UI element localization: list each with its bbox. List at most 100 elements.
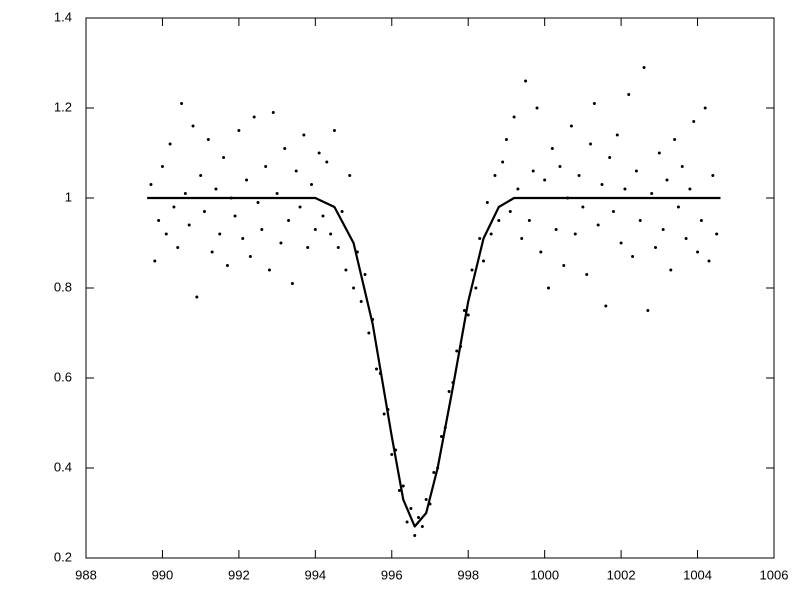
data-point bbox=[218, 232, 222, 236]
data-point bbox=[646, 309, 650, 312]
data-point bbox=[413, 534, 417, 537]
data-point bbox=[336, 246, 340, 249]
data-point bbox=[577, 174, 581, 177]
data-point bbox=[164, 232, 168, 236]
y-tick-label: 1 bbox=[65, 189, 72, 204]
data-point bbox=[237, 129, 241, 132]
y-tick-label: 0.6 bbox=[54, 369, 72, 384]
data-point bbox=[703, 106, 707, 110]
data-point bbox=[673, 138, 677, 141]
data-point bbox=[417, 516, 421, 519]
data-point bbox=[405, 520, 409, 524]
data-point bbox=[650, 192, 654, 195]
data-point bbox=[252, 115, 256, 119]
data-point bbox=[592, 102, 596, 105]
data-point bbox=[711, 174, 715, 177]
data-point bbox=[264, 165, 268, 168]
data-point bbox=[348, 174, 352, 177]
data-point bbox=[669, 268, 673, 272]
data-point bbox=[676, 205, 680, 209]
data-point bbox=[439, 435, 443, 438]
data-point bbox=[260, 228, 264, 231]
data-point bbox=[520, 237, 524, 240]
data-point bbox=[604, 304, 608, 308]
data-point bbox=[654, 246, 658, 249]
data-point bbox=[432, 471, 436, 474]
data-point bbox=[501, 160, 505, 164]
data-point bbox=[359, 300, 363, 303]
data-point bbox=[589, 142, 593, 146]
data-point bbox=[573, 232, 577, 236]
data-point bbox=[546, 286, 550, 290]
data-point bbox=[233, 214, 237, 218]
x-tick-label: 988 bbox=[75, 567, 97, 582]
data-point bbox=[195, 295, 199, 299]
data-point bbox=[696, 250, 700, 254]
data-point bbox=[267, 268, 271, 272]
y-tick-label: 1.2 bbox=[54, 99, 72, 114]
data-point bbox=[470, 268, 474, 272]
data-point bbox=[241, 237, 245, 240]
data-point bbox=[497, 219, 501, 222]
data-point bbox=[306, 246, 310, 249]
data-point bbox=[462, 309, 466, 312]
data-point bbox=[424, 498, 428, 501]
data-point bbox=[665, 178, 669, 182]
x-tick-label: 990 bbox=[152, 567, 174, 582]
y-tick-label: 0.8 bbox=[54, 279, 72, 294]
x-tick-label: 1000 bbox=[530, 567, 559, 582]
data-point bbox=[550, 147, 554, 150]
fit-curve bbox=[147, 196, 721, 528]
data-point bbox=[172, 205, 176, 209]
data-point bbox=[504, 138, 508, 141]
data-point bbox=[382, 412, 386, 416]
data-point bbox=[275, 192, 279, 195]
data-point bbox=[699, 219, 703, 222]
data-point bbox=[474, 286, 478, 290]
x-tick-label: 1006 bbox=[760, 567, 789, 582]
data-point bbox=[153, 259, 157, 263]
data-point bbox=[187, 223, 191, 227]
data-point bbox=[352, 286, 356, 290]
data-point bbox=[447, 390, 451, 393]
data-point bbox=[176, 246, 180, 249]
data-point bbox=[210, 250, 214, 254]
data-point bbox=[191, 124, 195, 128]
data-point bbox=[313, 228, 317, 231]
data-point bbox=[482, 259, 486, 263]
data-point bbox=[344, 268, 348, 272]
data-point bbox=[283, 147, 287, 150]
x-tick-label: 1002 bbox=[607, 567, 636, 582]
data-point bbox=[340, 210, 344, 213]
data-point bbox=[634, 169, 638, 173]
data-point bbox=[183, 192, 187, 195]
data-point bbox=[569, 124, 573, 128]
data-point bbox=[325, 160, 329, 164]
data-point bbox=[397, 489, 401, 492]
data-point bbox=[527, 219, 531, 222]
data-point bbox=[466, 313, 470, 317]
data-point bbox=[531, 169, 535, 173]
data-point bbox=[214, 187, 218, 191]
data-point bbox=[489, 232, 493, 236]
data-point bbox=[508, 210, 512, 213]
data-point bbox=[516, 187, 520, 191]
data-point bbox=[168, 142, 172, 146]
data-point bbox=[245, 178, 249, 182]
data-point bbox=[680, 165, 684, 168]
data-point bbox=[688, 187, 692, 191]
data-point bbox=[619, 241, 623, 245]
data-point bbox=[294, 169, 298, 173]
data-point bbox=[611, 210, 615, 213]
data-point bbox=[271, 111, 275, 114]
data-point bbox=[638, 219, 642, 222]
data-point bbox=[206, 138, 210, 141]
data-point bbox=[493, 174, 497, 177]
data-point bbox=[562, 264, 566, 267]
x-tick-label: 992 bbox=[228, 567, 250, 582]
data-point bbox=[554, 228, 558, 231]
data-point bbox=[615, 133, 619, 137]
data-point bbox=[543, 178, 547, 182]
data-point bbox=[317, 151, 321, 155]
data-point bbox=[558, 165, 562, 168]
